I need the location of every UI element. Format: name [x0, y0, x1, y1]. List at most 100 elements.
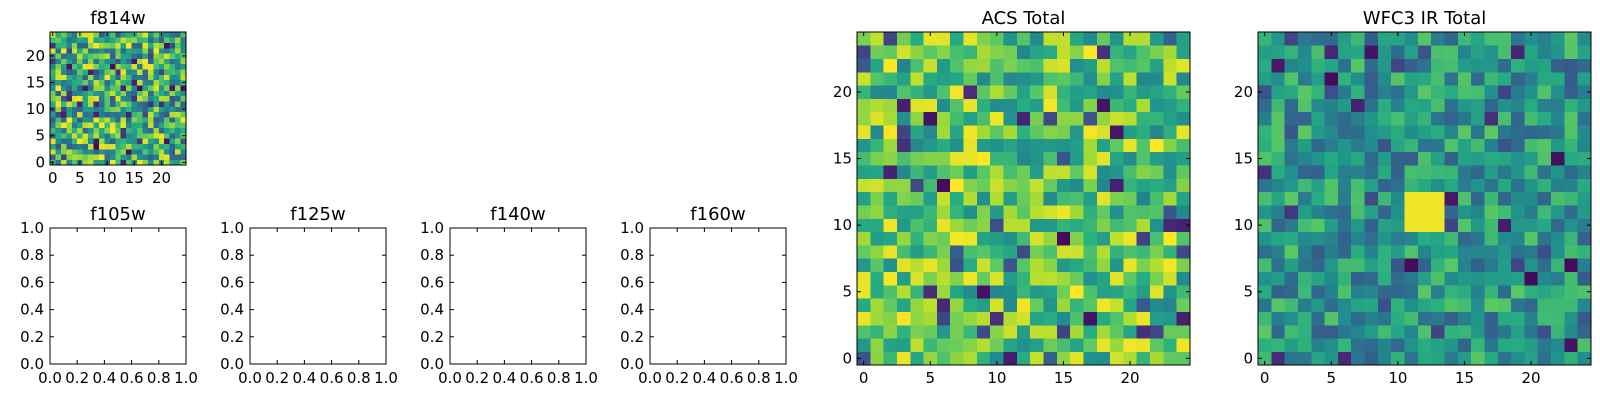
heatmap-cell	[1471, 231, 1485, 246]
heatmap-cell	[82, 32, 89, 38]
heatmap-cell	[1324, 258, 1339, 273]
heatmap-cell	[1003, 271, 1018, 286]
heatmap-cell	[1176, 298, 1191, 313]
heatmap-cell	[1337, 271, 1352, 286]
heatmap-cell	[1083, 71, 1098, 86]
heatmap-cell	[1271, 325, 1285, 339]
heatmap-cell	[126, 69, 132, 75]
heatmap-cell	[120, 32, 127, 38]
heatmap-cell	[55, 122, 62, 129]
heatmap-cell	[1417, 32, 1432, 46]
heatmap-cell	[1524, 205, 1539, 219]
heatmap-cell	[910, 165, 924, 179]
heatmap-cell	[1377, 351, 1392, 366]
heatmap-cell	[936, 125, 951, 139]
heatmap-cell	[1176, 178, 1191, 193]
heatmap-cell	[1497, 311, 1512, 326]
heatmap-cell	[1457, 271, 1472, 286]
heatmap-cell	[976, 258, 991, 273]
heatmap-cell	[976, 98, 991, 113]
heatmap-cell	[98, 79, 105, 86]
heatmap-cell	[1511, 298, 1525, 313]
heatmap-cell	[1457, 85, 1472, 99]
heatmap-cell	[990, 45, 1004, 59]
y-tick-label: 0	[842, 349, 852, 367]
y-tick-label: 0.4	[220, 301, 244, 319]
heatmap-cell	[180, 127, 187, 134]
heatmap-cell	[98, 42, 105, 49]
heatmap-cell	[1484, 32, 1499, 46]
heatmap-cell	[1417, 138, 1432, 153]
heatmap-cell	[1444, 58, 1459, 73]
heatmap-cell	[1324, 71, 1339, 86]
heatmap-cell	[910, 138, 924, 153]
heatmap-cell	[109, 154, 116, 160]
heatmap-cell	[1404, 351, 1419, 366]
heatmap-cell	[1377, 111, 1392, 126]
x-tick-label: 20	[152, 169, 171, 187]
heatmap-cell	[1043, 218, 1058, 233]
heatmap-cell	[55, 138, 62, 145]
heatmap-cell	[137, 42, 143, 49]
heatmap-cell	[923, 125, 938, 139]
heatmap-cell	[66, 85, 73, 91]
heatmap-cell	[1364, 285, 1379, 299]
heatmap-cell	[82, 159, 89, 166]
ticks-f105w: 0.0 0.2 0.4 0.6 0.8 1.00.00.20.40.60.81.0	[20, 219, 198, 387]
heatmap-cell	[1176, 271, 1191, 286]
heatmap-cell	[98, 47, 105, 54]
heatmap-cell	[1043, 178, 1058, 193]
heatmap-cell	[1457, 125, 1472, 139]
heatmap-cell	[1364, 125, 1379, 139]
heatmap-cell	[120, 37, 127, 43]
heatmap-cell	[1110, 325, 1124, 339]
heatmap-cell	[1577, 285, 1592, 299]
heatmap-cell	[1176, 151, 1191, 166]
heatmap-cell	[1311, 32, 1325, 46]
heatmap-cell	[1030, 138, 1044, 153]
heatmap-cell	[164, 85, 170, 91]
heatmap-cell	[131, 95, 138, 102]
heatmap-cell	[1150, 218, 1164, 233]
heatmap-cell	[137, 85, 143, 91]
heatmap-cell	[169, 32, 176, 38]
heatmap-cell	[1123, 245, 1138, 259]
heatmap-cell	[1564, 98, 1578, 113]
heatmap-cell	[1083, 311, 1098, 326]
heatmap-cell	[1271, 85, 1285, 99]
heatmap-cell	[1337, 258, 1352, 273]
heatmap-cell	[1497, 85, 1512, 99]
heatmap-cell	[1511, 58, 1525, 73]
y-tick-label: 0.6	[420, 273, 444, 291]
heatmap-cell	[88, 159, 94, 166]
heatmap-cell	[1096, 111, 1111, 126]
heatmap-cell	[137, 127, 143, 134]
heatmap-cell	[1311, 285, 1325, 299]
heatmap-cell	[950, 58, 964, 73]
heatmap-cell	[1391, 205, 1405, 219]
heatmap-cell	[1083, 45, 1098, 59]
heatmap-cell	[1056, 298, 1071, 313]
heatmap-cell	[98, 63, 105, 70]
heatmap-cell	[158, 133, 165, 139]
heatmap-cell	[142, 154, 149, 160]
heatmap-cell	[55, 133, 62, 139]
heatmap-cell	[120, 122, 127, 129]
heatmap-cell	[1123, 98, 1138, 113]
heatmap-cell	[93, 69, 100, 75]
heatmap-cell	[98, 159, 105, 166]
heatmap-cell	[1551, 271, 1565, 286]
heatmap-cell	[180, 111, 187, 118]
heatmap-cell	[77, 117, 83, 123]
heatmap-cell	[923, 98, 938, 113]
heatmap-cell	[120, 42, 127, 49]
heatmap-cell	[1284, 138, 1299, 153]
heatmap-cell	[1003, 285, 1018, 299]
heatmap-cell	[1163, 298, 1177, 313]
heatmap-cell	[175, 111, 181, 118]
heatmap-cell	[1016, 71, 1031, 86]
heatmap-cell	[910, 351, 924, 366]
heatmap-cell	[126, 37, 132, 43]
heatmap-cell	[164, 122, 170, 129]
heatmap-cell	[910, 325, 924, 339]
